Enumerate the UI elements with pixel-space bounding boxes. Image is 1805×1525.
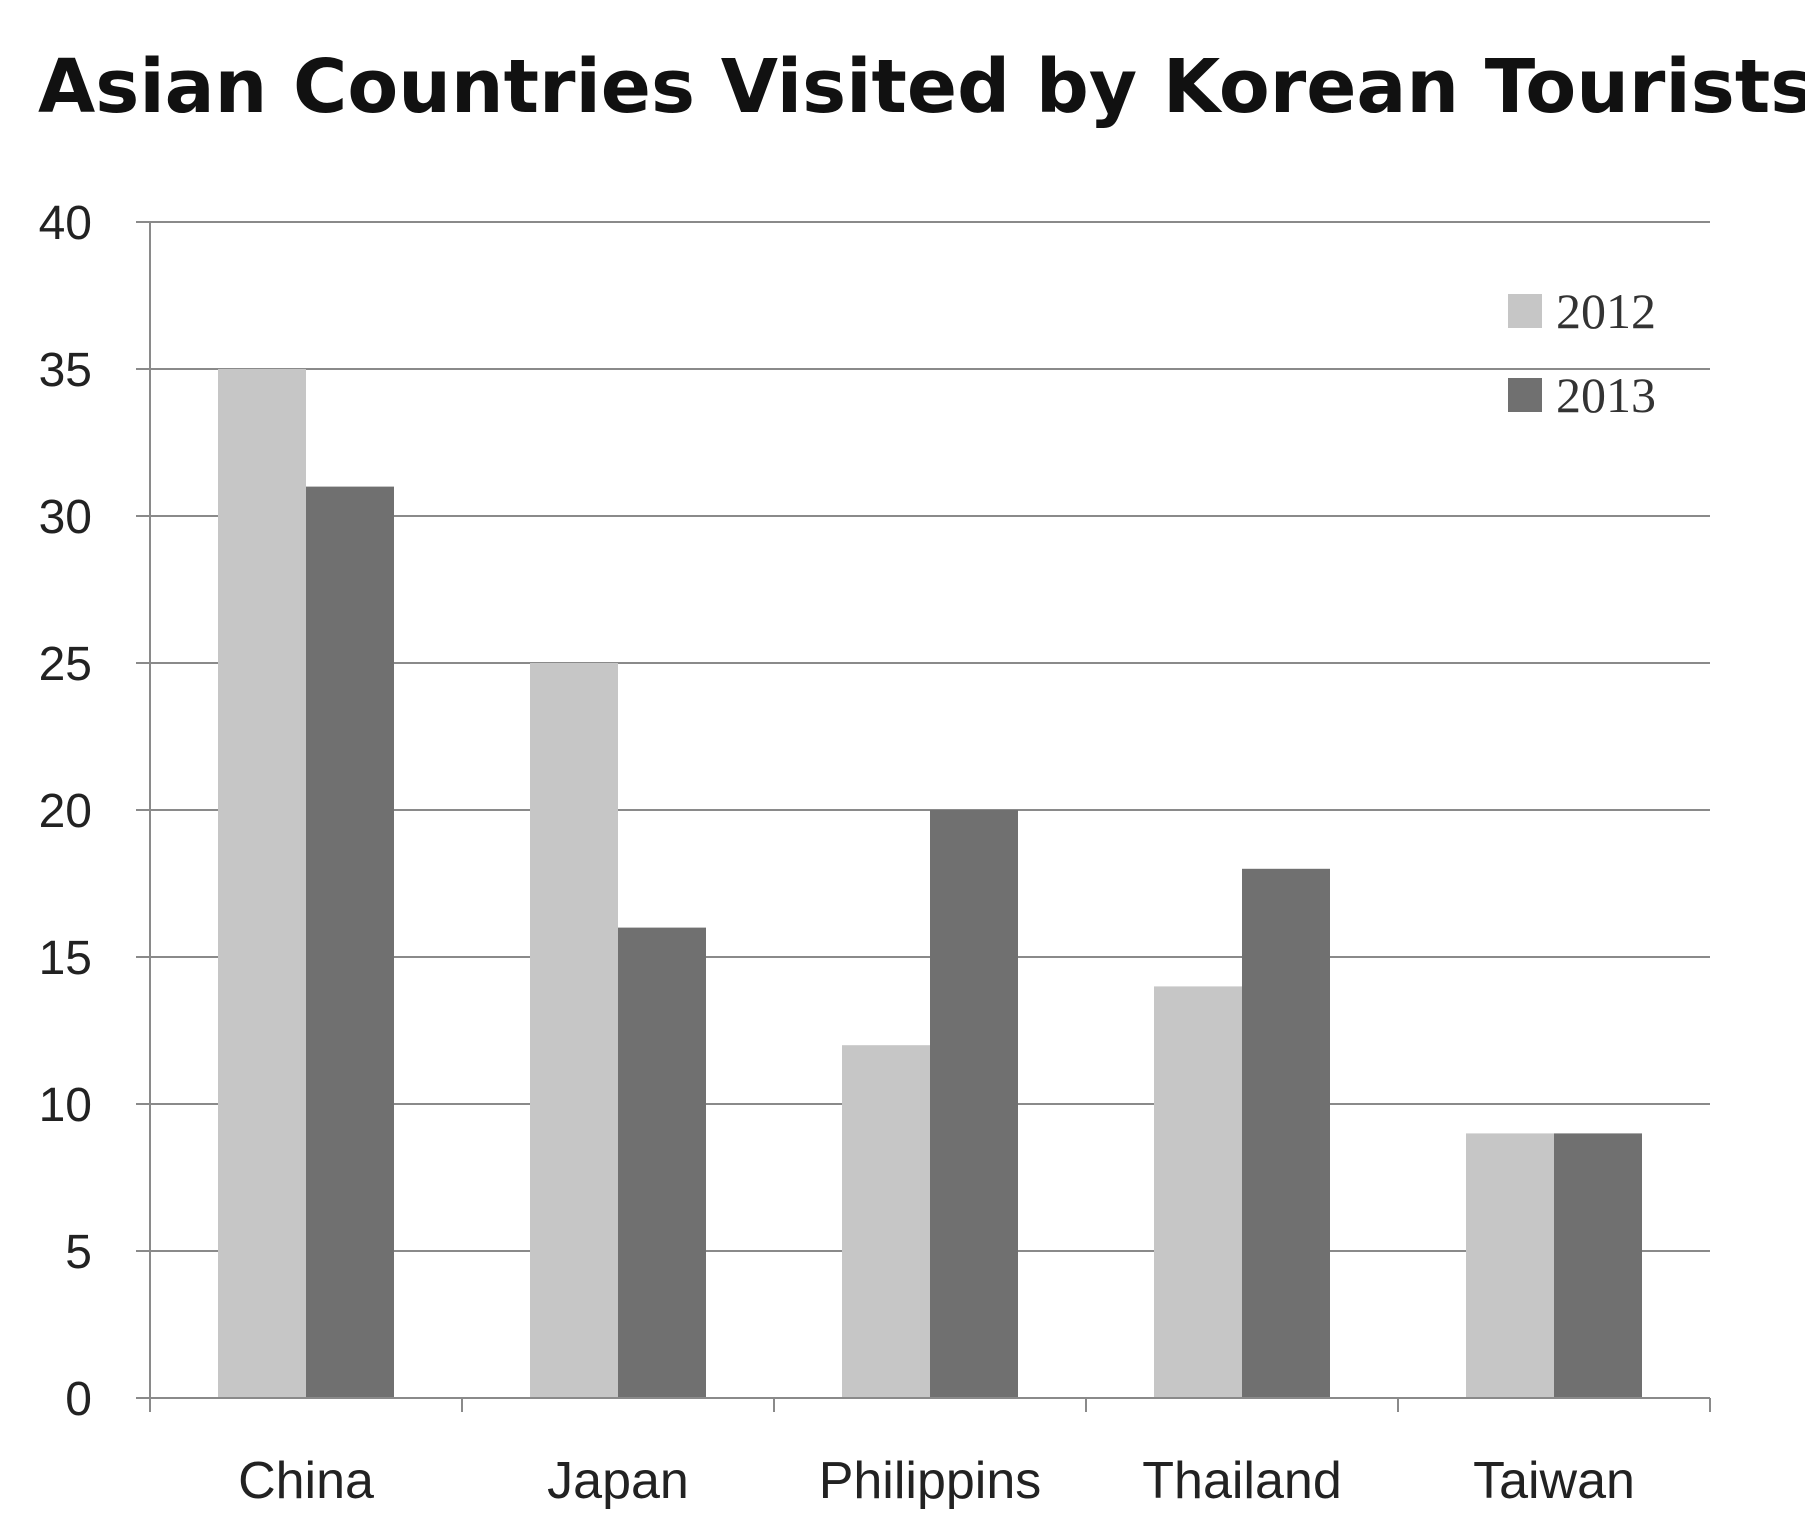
legend-label-2013: 2013 [1556,367,1656,423]
bar-philippins-2013 [930,810,1018,1398]
bar-japan-2012 [530,663,618,1398]
y-tick-label: 15 [39,932,92,985]
chart-title: Asian Countries Visited by Korean Touris… [38,44,1805,130]
bars [218,369,1642,1399]
y-tick-label: 20 [39,785,92,838]
x-category-label: Taiwan [1473,1452,1635,1510]
y-axis-ticks: 0 5 10 15 20 25 30 35 40 [39,197,92,1426]
x-category-label: Philippins [819,1452,1042,1510]
bar-thailand-2013 [1242,868,1330,1398]
y-tick-label: 35 [39,344,92,397]
bar-taiwan-2012 [1466,1133,1554,1398]
y-tick-label: 0 [65,1373,92,1426]
bar-japan-2013 [618,927,706,1398]
legend-label-2012: 2012 [1556,283,1656,339]
x-category-label: Thailand [1142,1452,1341,1510]
bar-philippins-2012 [842,1045,930,1398]
legend-swatch-2012 [1508,294,1542,328]
y-tick-label: 30 [39,491,92,544]
legend-swatch-2013 [1508,378,1542,412]
x-category-label: China [238,1452,374,1510]
x-category-label: Japan [547,1452,689,1510]
bar-china-2012 [218,369,306,1398]
legend: 2012 2013 [1508,283,1656,423]
axes [136,221,1711,1412]
bar-thailand-2012 [1154,986,1242,1398]
y-tick-label: 10 [39,1079,92,1132]
y-tick-label: 25 [39,638,92,691]
y-tick-label: 40 [39,197,92,250]
x-axis-labels: China Japan Philippins Thailand Taiwan [238,1452,1635,1510]
y-tick-label: 5 [65,1226,92,1279]
chart-title-text: Asian Countries Visited by Korean Touris… [38,44,1805,130]
bar-china-2013 [306,486,394,1399]
bar-taiwan-2013 [1554,1133,1642,1398]
